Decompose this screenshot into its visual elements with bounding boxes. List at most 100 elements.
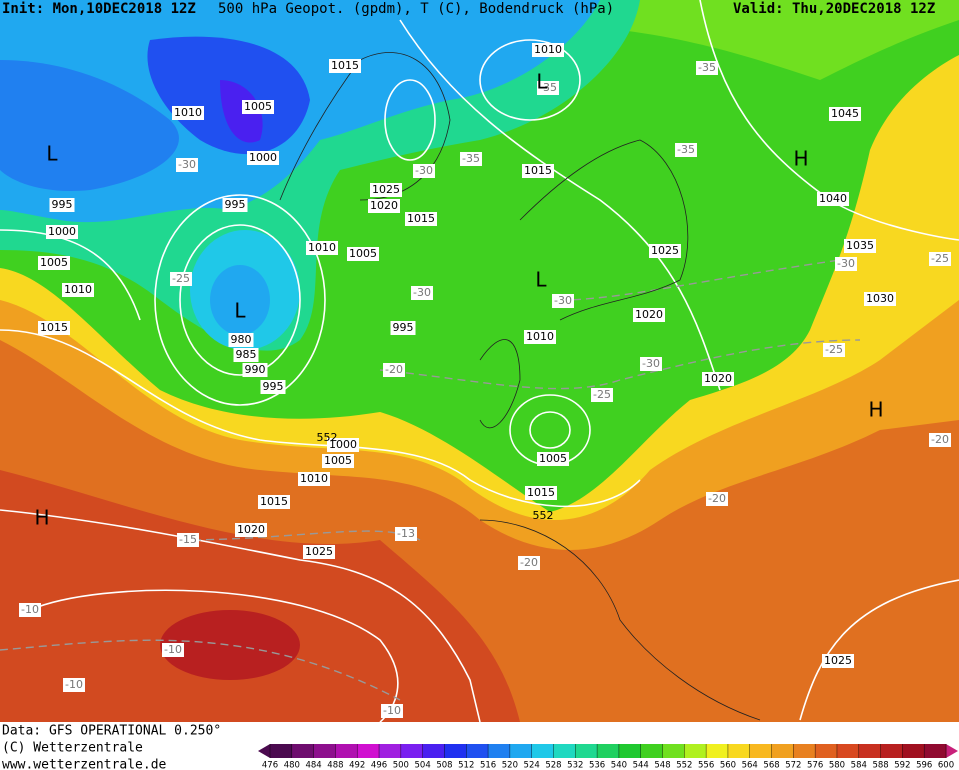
isobar-label-group: 985 xyxy=(233,348,259,362)
isobar-label: 1035 xyxy=(846,239,874,252)
colorbar-bin xyxy=(291,744,315,758)
colorbar-bin xyxy=(793,744,816,758)
isobar-label-group: 980 xyxy=(228,333,254,347)
data-source: Data: GFS OPERATIONAL 0.250° xyxy=(2,724,221,739)
website: www.wetterzentrale.de xyxy=(2,758,167,770)
isobar-label-box xyxy=(242,100,274,114)
colorbar-bin xyxy=(749,744,773,758)
pressure-center: L xyxy=(234,299,246,323)
colorbar-tick-label: 580 xyxy=(829,761,845,770)
temperature-label-box xyxy=(518,556,540,570)
isobar-label-group: 1040 xyxy=(817,192,849,206)
temperature-label-box xyxy=(552,294,574,308)
isobar-label-box xyxy=(62,283,94,297)
temperature-label: -35 xyxy=(677,143,695,156)
temperature-label-group: -30 xyxy=(552,294,574,308)
colorbar-tick-label: 528 xyxy=(545,761,561,770)
temperature-label-group: -30 xyxy=(835,257,857,271)
pressure-center: H xyxy=(34,506,49,530)
colorbar-bin xyxy=(357,744,380,758)
isobar-label: 1005 xyxy=(244,100,272,113)
temperature-label-group: -20 xyxy=(518,556,540,570)
colorbar-arrow-right xyxy=(946,744,958,758)
isobar-label-box xyxy=(844,239,876,253)
isobar-label-group: 1005 xyxy=(38,256,70,270)
colorbar-bin xyxy=(858,744,882,758)
temperature-label-box xyxy=(929,433,951,447)
isobar-label-box xyxy=(235,523,267,537)
isobar-label-box xyxy=(537,452,569,466)
isobar-label-group: 1020 xyxy=(368,199,400,213)
isobar-label: 1015 xyxy=(260,495,288,508)
isobar-label-group: 990 xyxy=(242,363,268,377)
temperature-label: -13 xyxy=(397,527,415,540)
colorbar-bin xyxy=(815,744,838,758)
temperature-label-box xyxy=(823,343,845,357)
colorbar-tick-label: 540 xyxy=(611,761,627,770)
colorbar-tick-label: 560 xyxy=(720,761,736,770)
isobar-label-box xyxy=(368,199,400,213)
isobar-label: 1015 xyxy=(331,59,359,72)
isobar-label: 1015 xyxy=(40,321,68,334)
isobar-label-group: 1005 xyxy=(242,100,274,114)
isobar-label-box xyxy=(649,244,681,258)
isobar-label-box xyxy=(247,151,279,165)
isobar-label: 1005 xyxy=(539,452,567,465)
temperature-label-box xyxy=(162,643,184,657)
isobar-label-box xyxy=(49,198,75,212)
colorbar-bin xyxy=(706,744,729,758)
pressure-center: L xyxy=(535,268,547,292)
isobar-label: 1000 xyxy=(249,151,277,164)
colorbar-tick-label: 524 xyxy=(524,761,540,770)
temperature-label-box xyxy=(696,61,718,75)
colorbar-tick-label: 480 xyxy=(284,761,300,770)
colorbar-tick-label: 600 xyxy=(938,761,954,770)
isobar-label-group: 995 xyxy=(260,380,286,394)
colorbar-bin xyxy=(270,744,293,758)
temperature-label-group: -10 xyxy=(63,678,85,692)
colorbar-bin xyxy=(880,744,903,758)
colorbar-tick-label: 484 xyxy=(305,761,321,770)
isobar-label: 1020 xyxy=(370,199,398,212)
colorbar-tick-label: 564 xyxy=(742,761,758,770)
isobar-label: 1030 xyxy=(866,292,894,305)
temperature-label: -30 xyxy=(413,286,431,299)
colorbar-tick-label: 576 xyxy=(807,761,823,770)
height-label: 552 xyxy=(533,509,554,522)
isobar-label-group: 1025 xyxy=(822,654,854,668)
temperature-label-box xyxy=(411,286,433,300)
colorbar-bin xyxy=(836,744,860,758)
isobar-label-group: 1005 xyxy=(537,452,569,466)
colorbar-tick-label: 492 xyxy=(349,761,365,770)
temperature-label-group: -30 xyxy=(411,286,433,300)
isobar-label: 1000 xyxy=(48,225,76,238)
colorbar-arrow-left xyxy=(258,744,270,758)
isobar-label-group: 1010 xyxy=(62,283,94,297)
isobar-label: 1020 xyxy=(635,308,663,321)
isobar-label-box xyxy=(327,438,359,452)
isobar-label-box xyxy=(524,330,556,344)
isobar-label-group: 1005 xyxy=(322,454,354,468)
temperature-label: -30 xyxy=(415,164,433,177)
isobar-label: 1015 xyxy=(527,486,555,499)
isobar-label: 1005 xyxy=(40,256,68,269)
temperature-label-group: -10 xyxy=(162,643,184,657)
temperature-label-box xyxy=(413,164,435,178)
isobars xyxy=(0,0,959,723)
isobar-label-group: 1015 xyxy=(522,164,554,178)
temperature-label-group: -10 xyxy=(381,704,403,718)
isobar-label-group: 1015 xyxy=(38,321,70,335)
isobar-label: 995 xyxy=(225,198,246,211)
colorbar-tick-label: 568 xyxy=(763,761,779,770)
isobar-label-box xyxy=(172,106,204,120)
colorbar-tick-label: 536 xyxy=(589,761,605,770)
temperature-label-group: -25 xyxy=(591,388,613,402)
temperature-label-group: -15 xyxy=(177,533,199,547)
isobar-label: 1010 xyxy=(526,330,554,343)
pressure-center: H xyxy=(868,398,883,422)
isobar-label: 1010 xyxy=(300,472,328,485)
temperature-label: -20 xyxy=(931,433,949,446)
temperature-label-box xyxy=(591,388,613,402)
colorbar-bin xyxy=(575,744,598,758)
